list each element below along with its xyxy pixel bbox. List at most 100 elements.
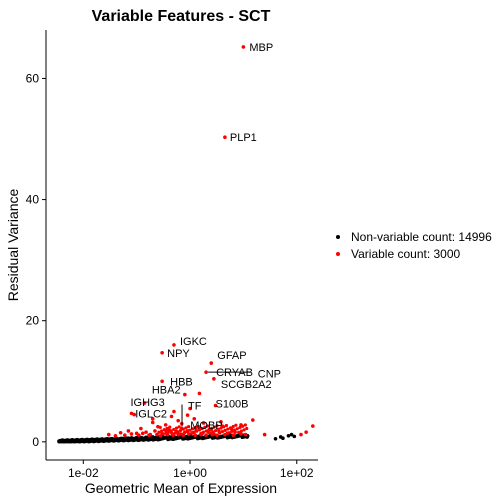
legend-label-non-variable: Non-variable count: 14996 (351, 230, 492, 244)
gene-label: S100B (215, 398, 248, 410)
non-variable-point (292, 434, 297, 439)
variable-point (184, 426, 188, 430)
legend-label-variable: Variable count: 3000 (351, 247, 461, 261)
variable-point (163, 428, 168, 433)
variable-point (223, 428, 227, 432)
variable-point (200, 427, 204, 431)
legend-marker-non-variable (336, 235, 340, 239)
variable-point (187, 432, 191, 436)
variable-point (157, 430, 161, 434)
variable-point (150, 420, 155, 425)
variable-point (212, 377, 216, 381)
non-variable-point (69, 439, 74, 443)
non-variable-point (106, 437, 111, 441)
variable-point (188, 406, 192, 411)
variable-point (176, 418, 180, 423)
gene-label: SCGB2A2 (221, 379, 272, 391)
variable-point (177, 425, 181, 429)
variable-point (241, 45, 246, 49)
variable-point (160, 379, 164, 384)
variable-point (169, 414, 174, 419)
variable-point (220, 430, 225, 434)
variable-point (220, 424, 224, 428)
variable-point (204, 370, 208, 374)
non-variable-point (129, 436, 134, 440)
non-variable-point (139, 435, 143, 440)
variable-point (183, 392, 187, 397)
x-axis-label: Geometric Mean of Expression (85, 480, 277, 496)
variable-point (229, 427, 234, 431)
variable-point (174, 426, 179, 430)
variable-point (224, 423, 229, 428)
non-variable-point (60, 439, 64, 444)
gene-label: IGLC2 (135, 409, 167, 421)
non-variable-point (144, 435, 148, 440)
variable-point (153, 429, 157, 433)
variable-point (166, 427, 171, 432)
variable-point (132, 412, 137, 417)
variable-point (217, 429, 221, 434)
variable-point (215, 433, 219, 437)
variable-point (239, 429, 243, 433)
variable-point (118, 430, 123, 435)
variable-point (203, 425, 207, 429)
legend: Non-variable count: 14996 Variable count… (336, 230, 492, 261)
y-axis-label: Residual Variance (5, 189, 21, 302)
gene-label: IGHG3 (130, 397, 164, 409)
variable-point (171, 433, 175, 437)
variable-point (219, 420, 223, 424)
variable-point (250, 418, 255, 422)
variable-point (129, 411, 134, 416)
x-tick-label: 1e+00 (173, 466, 207, 480)
variable-point (194, 428, 198, 433)
variable-point (239, 423, 243, 427)
y-tick-label: 0 (32, 435, 39, 449)
variable-point (245, 426, 249, 431)
variable-point (193, 425, 197, 430)
variable-point (181, 433, 186, 437)
variable-point (242, 428, 246, 432)
non-variable-point (286, 433, 291, 438)
variable-point (209, 427, 214, 432)
y-tick-label: 60 (26, 71, 40, 85)
gene-label: HBA2 (152, 385, 181, 397)
non-variable-point (57, 439, 61, 444)
variable-point (191, 427, 195, 431)
gene-label: IGKC (180, 336, 207, 348)
non-variable-point (110, 437, 115, 441)
non-variable-point (118, 436, 123, 441)
variable-point (304, 430, 308, 434)
variable-point (155, 432, 159, 437)
variable-point (204, 433, 208, 437)
series-layer (57, 45, 315, 444)
variable-point (223, 432, 227, 437)
variable-point (226, 427, 230, 431)
variable-point (172, 409, 176, 414)
non-variable-point (134, 435, 139, 440)
variable-point (210, 432, 214, 437)
variable-point (199, 432, 203, 437)
variable-point (176, 432, 180, 437)
non-variable-point (113, 437, 118, 441)
variable-point (160, 351, 164, 355)
non-variable-point (96, 437, 100, 442)
variable-point (187, 424, 191, 429)
y-tick-label: 20 (26, 314, 40, 328)
variable-point (150, 417, 155, 421)
variable-point (238, 425, 242, 430)
non-variable-series (57, 432, 297, 444)
non-variable-point (289, 432, 294, 437)
y-tick-label: 40 (26, 193, 40, 207)
x-tick-label: 1e-02 (68, 466, 99, 480)
variable-point (139, 426, 143, 431)
variable-point (299, 432, 303, 437)
gene-label: MBP (249, 42, 273, 54)
gene-label: CRYAB (216, 367, 253, 379)
gene-label: NPY (167, 348, 190, 360)
variable-point (140, 431, 145, 436)
variable-point (193, 433, 198, 437)
non-variable-point (81, 438, 86, 443)
variable-point (231, 424, 235, 429)
